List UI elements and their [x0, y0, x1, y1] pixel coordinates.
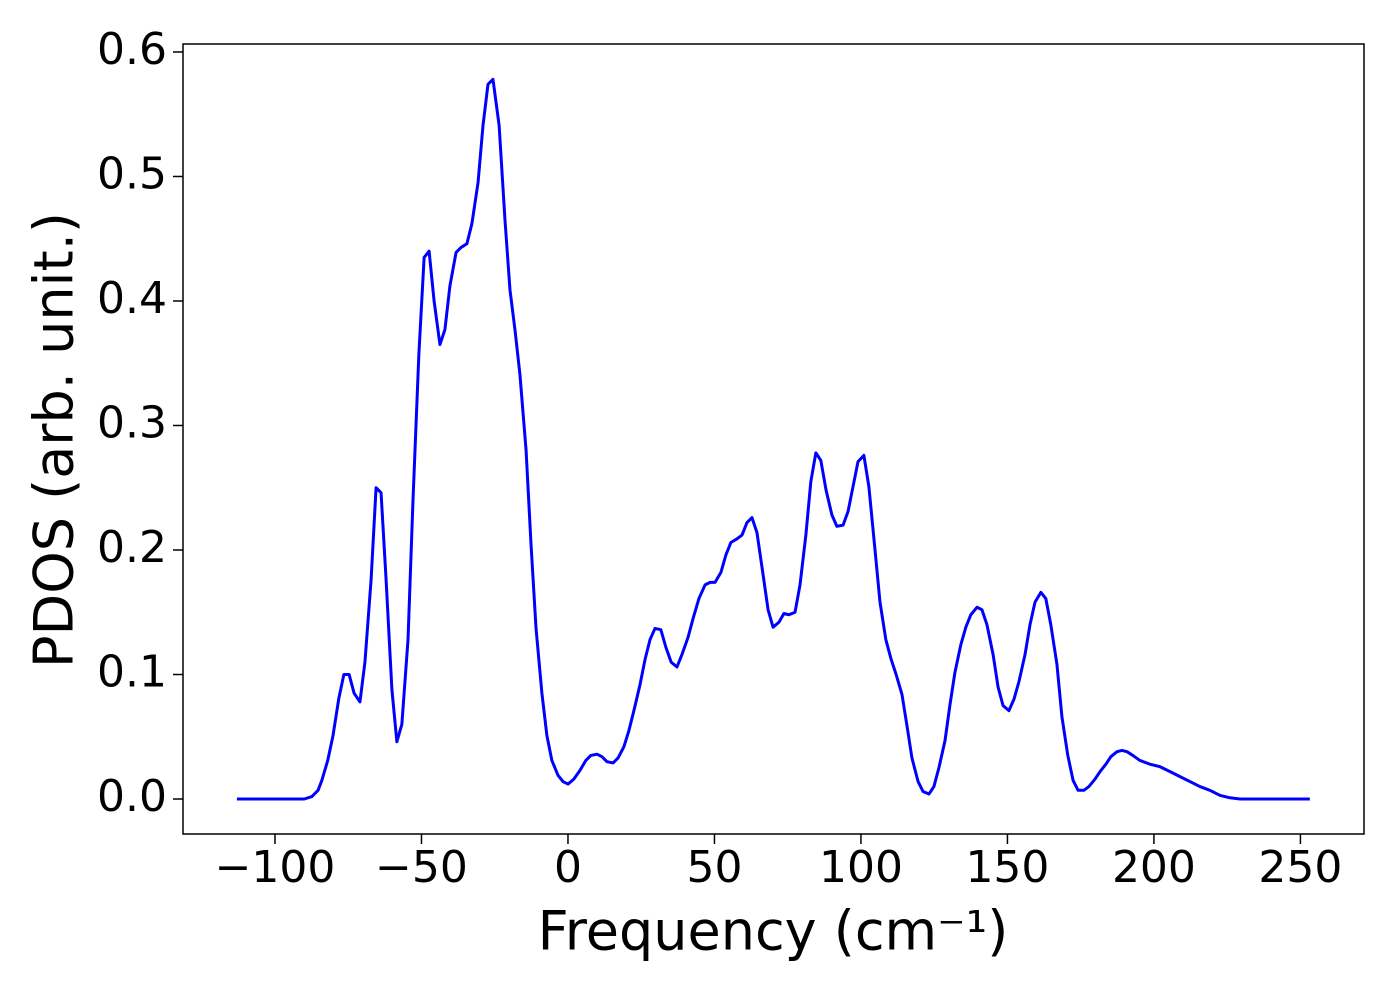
x-axis-label: Frequency (cm⁻¹)	[538, 900, 1009, 963]
x-tick-label: 250	[1258, 842, 1342, 893]
y-axis-label: PDOS (arb. unit.)	[23, 212, 86, 668]
y-tick-label: 0.2	[97, 522, 167, 573]
x-tick-label: −100	[215, 842, 336, 893]
y-tick-label: 0.5	[97, 148, 167, 199]
plot-frame	[182, 43, 1365, 835]
y-tick-label: 0.1	[97, 647, 167, 698]
y-tick-label: 0.4	[97, 273, 167, 324]
x-tick-label: 200	[1112, 842, 1196, 893]
x-tick-label: 0	[554, 842, 582, 893]
data-line	[236, 77, 1310, 801]
y-tick-label: 0.0	[97, 771, 167, 822]
x-tick-label: 100	[819, 842, 903, 893]
y-tick-label: 0.6	[97, 24, 167, 75]
x-tick-label: −50	[375, 842, 468, 893]
x-tick-label: 50	[686, 842, 742, 893]
y-tick-label: 0.3	[97, 397, 167, 448]
x-tick-label: 150	[965, 842, 1049, 893]
